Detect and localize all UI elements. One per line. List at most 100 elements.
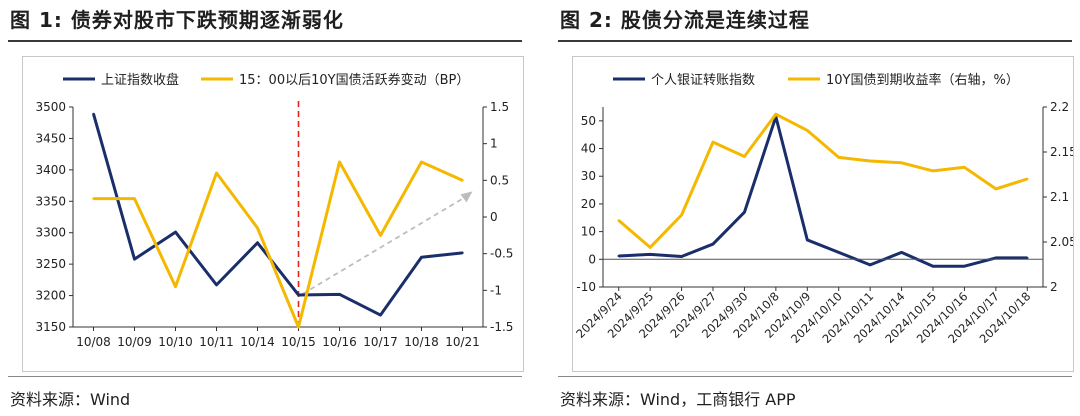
x-tick-label-1: 10/09: [117, 335, 152, 349]
series-1-point-1: [648, 246, 652, 249]
series-1-point-11: [963, 166, 966, 169]
series-0-point-7: [379, 313, 382, 317]
series-line-1: [617, 112, 1028, 249]
figure-2-source-rule: [558, 376, 1072, 377]
series-0-point-2: [174, 230, 177, 234]
series-1-point-0: [92, 197, 95, 200]
series-1-point-9: [461, 179, 464, 182]
series-1-point-5: [297, 325, 300, 329]
figure-1: 图 1: 债券对股市下跌预期逐渐弱化 上证指数收盘 15：00以后10Y国债活跃券…: [0, 0, 530, 416]
left-tick-label-3: 3300: [35, 226, 66, 240]
series-0-point-0: [617, 254, 620, 258]
left-tick-label-6: 50: [581, 114, 596, 128]
chart-2-frame: 个人银证转账指数 10Y国债到期收益率（右轴，%） -10 0 10 20 30 40 50 2 2…: [572, 56, 1077, 372]
series-0-point-10: [931, 265, 935, 268]
legend-label-0: 上证指数收盘: [101, 72, 179, 88]
left-tick-label-5: 3400: [35, 163, 66, 177]
series-0-point-2: [680, 255, 683, 258]
legend-label-1: 15：00以后10Y国债活跃券变动（BP）: [239, 72, 469, 88]
series-1-point-2: [680, 213, 683, 217]
trend-arrow-line: [302, 195, 467, 295]
series-0-point-5: [297, 293, 300, 297]
x-tick-label-7: 10/17: [363, 335, 398, 349]
series-0-point-4: [256, 241, 259, 244]
series-0-point-13: [1026, 256, 1029, 260]
series-line-0: [92, 113, 463, 317]
right-tick-label-2: 2.1: [1050, 190, 1069, 204]
left-tick-label-2: 10: [581, 225, 596, 239]
left-tick-label-3: 20: [581, 197, 596, 211]
left-tick-label-5: 40: [581, 142, 596, 156]
left-tick-label-1: 3200: [35, 289, 66, 303]
series-0-point-4: [743, 211, 746, 214]
series-1-point-12: [994, 187, 998, 191]
series-0-point-8: [420, 256, 423, 259]
x-tick-label-6: 10/16: [322, 335, 357, 349]
series-1-point-4: [256, 226, 259, 230]
chart-2: 个人银证转账指数 10Y国债到期收益率（右轴，%） -10 0 10 20 30 40 50 2 2…: [573, 72, 1076, 346]
series-0-point-8: [868, 263, 872, 267]
figure-1-source: 资料来源：Wind: [10, 390, 131, 409]
right-tick-label-4: 2.2: [1050, 100, 1069, 114]
left-tick-label-0: 3150: [35, 320, 66, 334]
series-1-point-3: [215, 171, 218, 175]
series-1-point-13: [1026, 177, 1029, 181]
right-tick-label-1: -1: [490, 283, 502, 297]
series-1-point-10: [931, 169, 935, 173]
x-tick-label-9: 10/21: [445, 335, 480, 349]
x-tick-label-8: 10/18: [404, 335, 439, 349]
series-1-point-5: [774, 113, 778, 116]
left-tick-label-4: 3350: [35, 194, 66, 208]
right-tick-label-1: 2.05: [1050, 235, 1073, 249]
figure-2: 图 2: 股债分流是连续过程 个人银证转账指数 10Y国债到期收益率（右轴，%） -…: [550, 0, 1080, 416]
right-tick-label-2: -0.5: [490, 247, 513, 261]
chart-1: 上证指数收盘 15：00以后10Y国债活跃券变动（BP） 3150 3200 3250 3…: [35, 72, 513, 349]
series-line-1: [93, 160, 464, 329]
right-tick-label-0: -1.5: [490, 320, 513, 334]
left-tick-label-6: 3450: [35, 131, 66, 145]
figure-1-title-rule: [8, 40, 522, 42]
series-1-point-6: [806, 129, 809, 132]
right-tick-label-0: 2: [1050, 280, 1058, 294]
figure-1-source-rule: [8, 376, 522, 377]
series-1-point-1: [133, 197, 136, 200]
right-tick-label-6: 1.5: [490, 100, 509, 114]
series-0-point-0: [92, 112, 95, 116]
left-tick-label-4: 30: [581, 169, 596, 183]
figure-2-source: 资料来源：Wind，工商银行 APP: [560, 390, 796, 409]
series-1-point-6: [338, 160, 341, 164]
series-0-point-12: [994, 256, 998, 260]
series-1-point-4: [743, 155, 746, 158]
series-0-point-9: [900, 251, 903, 254]
series-0-point-9: [461, 251, 464, 255]
series-1-point-8: [420, 160, 423, 164]
series-1-point-0: [617, 219, 620, 222]
series-0-point-6: [806, 238, 809, 242]
x-tick-label-4: 10/14: [240, 335, 275, 349]
series-0-point-1: [133, 257, 136, 261]
left-tick-label-0: -10: [576, 280, 596, 294]
right-tick-label-3: 2.15: [1050, 145, 1073, 159]
x-tick-label-5: 10/15: [281, 335, 316, 349]
legend-label-0: 个人银证转账指数: [651, 73, 755, 88]
trend-arrow-head: [460, 191, 473, 203]
figure-2-title-rule: [558, 40, 1072, 42]
series-1-point-7: [379, 234, 382, 237]
series-0-point-3: [215, 283, 218, 287]
series-0-point-1: [648, 253, 652, 256]
series-1-point-9: [900, 161, 903, 164]
right-tick-label-3: 0: [490, 210, 498, 224]
series-0-point-6: [338, 293, 341, 296]
series-1-point-7: [837, 156, 840, 159]
legend-label-1: 10Y国债到期收益率（右轴，%）: [826, 72, 1019, 88]
series-1-point-3: [711, 140, 715, 144]
series-0-point-3: [711, 242, 715, 246]
series-0-point-11: [963, 265, 966, 268]
series-0-point-7: [837, 251, 840, 254]
left-tick-label-2: 3250: [35, 257, 66, 271]
right-tick-label-4: 0.5: [490, 173, 509, 187]
left-tick-label-7: 3500: [35, 100, 66, 114]
chart-1-frame: 上证指数收盘 15：00以后10Y国债活跃券变动（BP） 3150 3200 3250 3…: [22, 56, 524, 372]
figure-1-title: 图 1: 债券对股市下跌预期逐渐弱化: [10, 8, 344, 32]
series-1-point-2: [174, 285, 177, 288]
